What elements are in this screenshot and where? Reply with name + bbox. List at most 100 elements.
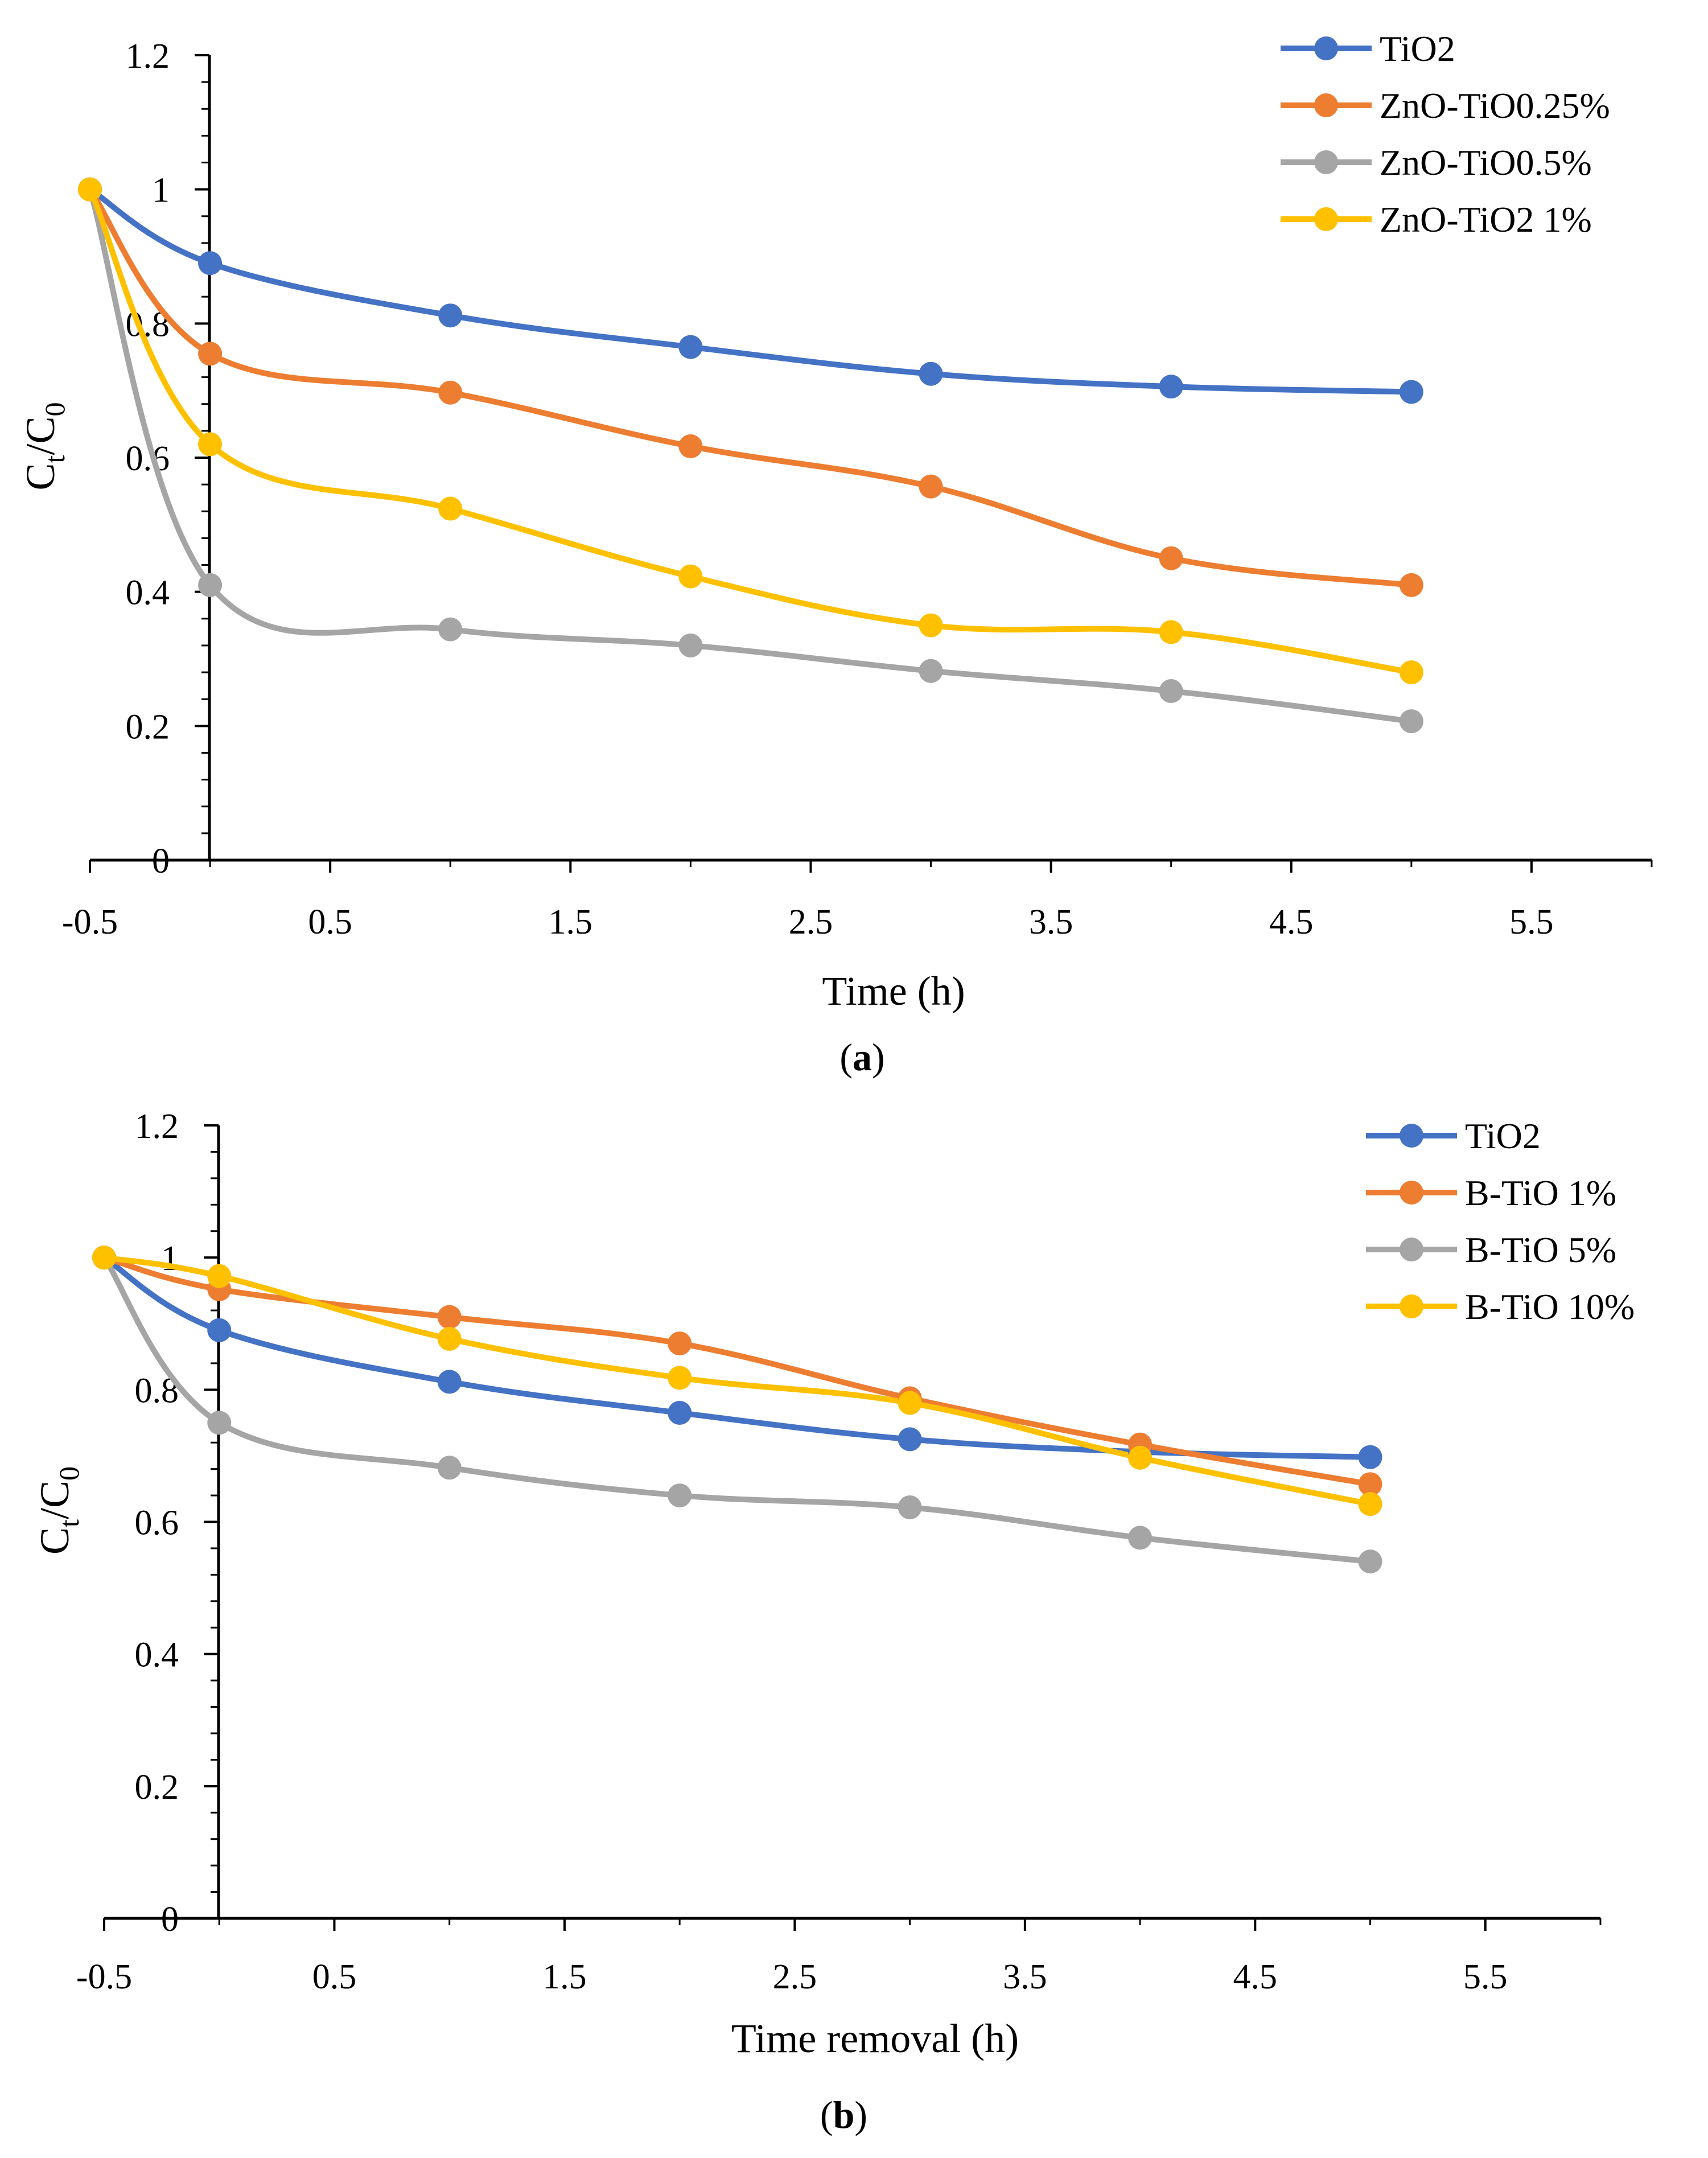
data-point [898,1427,922,1452]
x-axis-title: Time removal (h) [731,2016,1019,2061]
x-tick-label: -0.5 [62,903,118,942]
y-tick-label: 1.2 [126,37,170,76]
chart-panel-b: -0.5 0.5 1.5 2.5 3.5 4.5 5.5 0 0.2 0.4 0.6 0.8 1 1.2 T… [0,1082,1708,2158]
legend-label: B-TiO 10% [1465,1286,1635,1327]
x-tick-label: 0.5 [312,1958,357,1996]
data-point [919,474,943,499]
y-tick-label: 0.2 [135,1768,179,1807]
data-point [438,617,463,642]
data-point [1358,1492,1382,1516]
data-point [1358,1445,1382,1469]
data-point [919,613,943,638]
legend-swatch-marker [1314,93,1338,117]
series-line-3 [101,1255,1373,1507]
data-point [437,1305,462,1329]
caption-paren-close: ) [872,1035,885,1079]
data-point [437,1326,462,1351]
data-point [92,1246,116,1270]
data-point [668,1400,692,1425]
data-point [668,1366,692,1390]
y-axis-title-main: C [18,463,63,490]
legend-label: B-TiO 1% [1465,1173,1616,1213]
caption-letter: a [853,1035,872,1079]
chart-a-svg: -0.5 0.5 1.5 2.5 3.5 4.5 5.500.20.40.60.811.2T… [18,28,1653,1079]
x-tick-label: 1.5 [542,1958,587,1996]
data-point [198,342,223,366]
data-point [1358,1549,1382,1574]
data-point [198,573,223,597]
data-point [1399,660,1423,685]
caption-paren-open: ( [839,1035,853,1079]
data-point [898,1391,922,1415]
data-point [437,1456,462,1480]
y-tick-label: 0.2 [126,708,170,746]
x-tick-label: 2.5 [789,903,833,942]
data-point [438,303,463,328]
data-point [78,177,102,202]
data-point [898,1495,922,1519]
data-point [1159,679,1183,704]
y-axis-title-sub-t: t [39,455,71,463]
series-line-2 [101,1255,1373,1565]
y-tick-label: 1 [161,1239,179,1278]
series-line-3 [87,186,1414,676]
y-axis-title-mid: /C [18,417,63,455]
y-axis-title: Ct/C0 [32,1466,85,1555]
legend-label: TiO2 [1465,1116,1541,1156]
data-point [437,1370,462,1394]
legend-swatch-marker [1314,207,1338,231]
y-tick-label: 0.4 [126,574,170,613]
x-tick-label: 5.5 [1463,1958,1508,1996]
legend-swatch-marker [1400,1124,1423,1148]
x-tick-label: 2.5 [773,1958,817,1996]
caption-paren-open: ( [820,2093,833,2136]
x-tick-label: 3.5 [1029,903,1073,942]
y-tick-label: 0.6 [135,1504,179,1543]
series-line-0 [87,186,1414,395]
legend-label: ZnO-TiO2 1% [1380,199,1592,240]
data-point [1358,1472,1382,1497]
data-point [668,1483,692,1508]
data-point [1128,1526,1153,1550]
legend-swatch-marker [1314,36,1338,60]
data-point [198,432,223,457]
x-tick-label: -0.5 [76,1958,132,1996]
legend-label: B-TiO 5% [1465,1230,1616,1270]
y-tick-label: 1 [152,171,170,210]
x-tick-label: 4.5 [1269,903,1314,942]
legend-label: TiO2 [1380,28,1455,69]
data-point [438,496,463,521]
data-point [1159,546,1183,570]
data-point [678,564,703,589]
y-axis-title-sub-t: t [53,1519,85,1527]
y-tick-label: 0.4 [135,1636,179,1675]
chart-panel-a: -0.5 0.5 1.5 2.5 3.5 4.5 5.5 0 0.2 0.4 0.6 0.8 1 1.2 T… [18,28,1653,1079]
data-point [919,659,943,683]
y-axis-title-sub-0: 0 [53,1466,85,1481]
x-tick-label: 1.5 [549,903,593,942]
y-axis-title-mid: /C [32,1481,77,1519]
data-point [207,1411,232,1435]
y-axis-title-sub-0: 0 [39,402,71,417]
y-tick-label: 0 [152,842,170,881]
y-tick-label: 1.2 [135,1107,179,1146]
x-tick-label: 5.5 [1509,903,1554,942]
x-axis-title: Time (h) [822,968,965,1014]
legend-swatch-marker [1400,1181,1423,1205]
data-point [207,1318,232,1342]
data-point [1159,375,1183,399]
data-point [438,380,463,405]
data-point [1128,1445,1153,1470]
x-tick-label: 4.5 [1233,1958,1278,1996]
figure-caption: (a) [839,1035,884,1079]
data-point [207,1264,232,1288]
legend-swatch-marker [1400,1238,1423,1261]
data-point [1399,573,1423,597]
data-point [1159,620,1183,644]
legend-label: ZnO-TiO0.5% [1380,142,1592,183]
chart-b-svg: -0.5 0.5 1.5 2.5 3.5 4.5 5.500.20.40.60.811.2T… [32,1107,1635,2136]
data-point [1399,709,1423,734]
data-point [678,434,703,458]
x-tick-label: 3.5 [1003,1958,1047,1996]
data-point [919,361,943,386]
